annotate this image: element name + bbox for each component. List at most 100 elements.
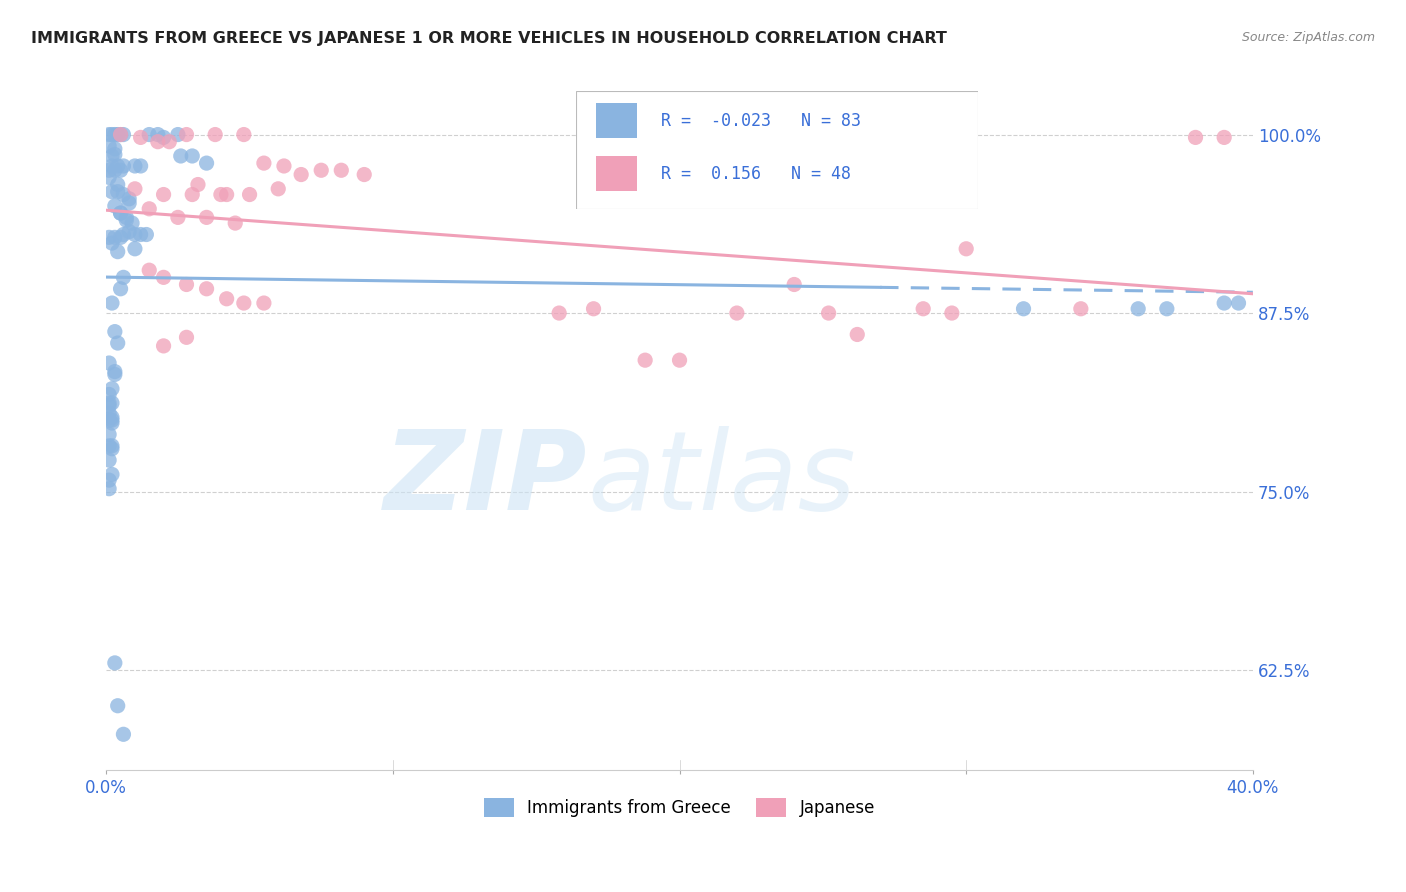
Point [101, 159, 124, 173]
Point [152, 270, 174, 285]
Point [98, 139, 121, 153]
Point [135, 227, 157, 242]
Point [124, 159, 146, 173]
Point [101, 128, 124, 142]
Point [107, 698, 129, 713]
Point [98, 427, 121, 442]
Point [115, 213, 138, 227]
Point [104, 128, 127, 142]
Text: IMMIGRANTS FROM GREECE VS JAPANESE 1 OR MORE VEHICLES IN HOUSEHOLD CORRELATION C: IMMIGRANTS FROM GREECE VS JAPANESE 1 OR … [31, 31, 946, 46]
Point [98, 482, 121, 496]
Point [115, 211, 138, 225]
Point [104, 656, 127, 670]
Point [941, 306, 963, 320]
Point [955, 242, 977, 256]
Point [104, 147, 127, 161]
Point [176, 128, 198, 142]
Point [195, 211, 218, 225]
Text: Source: ZipAtlas.com: Source: ZipAtlas.com [1241, 31, 1375, 45]
Point [118, 192, 141, 206]
Point [98, 128, 121, 142]
Point [170, 149, 193, 163]
Point [98, 406, 121, 420]
Point [176, 277, 198, 292]
Point [152, 130, 174, 145]
Point [309, 163, 332, 178]
Text: atlas: atlas [588, 425, 856, 533]
Legend: Immigrants from Greece, Japanese: Immigrants from Greece, Japanese [478, 791, 882, 824]
Point [107, 244, 129, 259]
Point [146, 135, 169, 149]
Point [101, 439, 124, 453]
Point [195, 282, 218, 296]
Point [104, 230, 127, 244]
Point [267, 182, 290, 196]
Point [725, 306, 748, 320]
Point [138, 128, 160, 142]
Point [98, 396, 121, 410]
Point [846, 327, 869, 342]
Point [112, 270, 135, 285]
Point [152, 339, 174, 353]
Point [107, 128, 129, 142]
Point [1012, 301, 1035, 316]
Point [124, 227, 146, 242]
Point [112, 159, 135, 173]
Point [224, 216, 246, 230]
Point [112, 727, 135, 741]
Point [98, 170, 121, 185]
Point [783, 277, 806, 292]
Point [101, 442, 124, 456]
Point [107, 185, 129, 199]
Point [107, 336, 129, 351]
Point [548, 306, 571, 320]
Point [129, 159, 152, 173]
Point [104, 163, 127, 178]
Point [98, 356, 121, 370]
Point [1070, 301, 1092, 316]
Point [101, 396, 124, 410]
Point [138, 263, 160, 277]
Point [101, 296, 124, 310]
Point [121, 216, 143, 230]
Point [110, 282, 132, 296]
Point [98, 399, 121, 413]
Point [98, 163, 121, 178]
Point [152, 187, 174, 202]
Point [1227, 296, 1250, 310]
Point [101, 410, 124, 425]
Point [101, 382, 124, 396]
Point [167, 211, 190, 225]
Point [104, 142, 127, 156]
Point [101, 416, 124, 430]
Point [668, 353, 690, 368]
Point [157, 135, 180, 149]
Point [330, 163, 353, 178]
Point [101, 467, 124, 482]
Point [353, 168, 375, 182]
Point [124, 242, 146, 256]
Point [1213, 130, 1236, 145]
Point [634, 353, 657, 368]
Point [176, 330, 198, 344]
Point [98, 453, 121, 467]
Point [253, 296, 276, 310]
Point [107, 159, 129, 173]
Point [187, 178, 209, 192]
Point [101, 185, 124, 199]
Point [181, 149, 204, 163]
Point [112, 187, 135, 202]
Point [124, 182, 146, 196]
Point [101, 149, 124, 163]
Text: ZIP: ZIP [384, 425, 588, 533]
Point [110, 206, 132, 220]
Point [118, 196, 141, 211]
Point [167, 128, 190, 142]
Point [107, 178, 129, 192]
Point [98, 473, 121, 487]
Point [110, 128, 132, 142]
Point [181, 187, 204, 202]
Point [118, 225, 141, 239]
Point [104, 368, 127, 382]
Point [253, 156, 276, 170]
